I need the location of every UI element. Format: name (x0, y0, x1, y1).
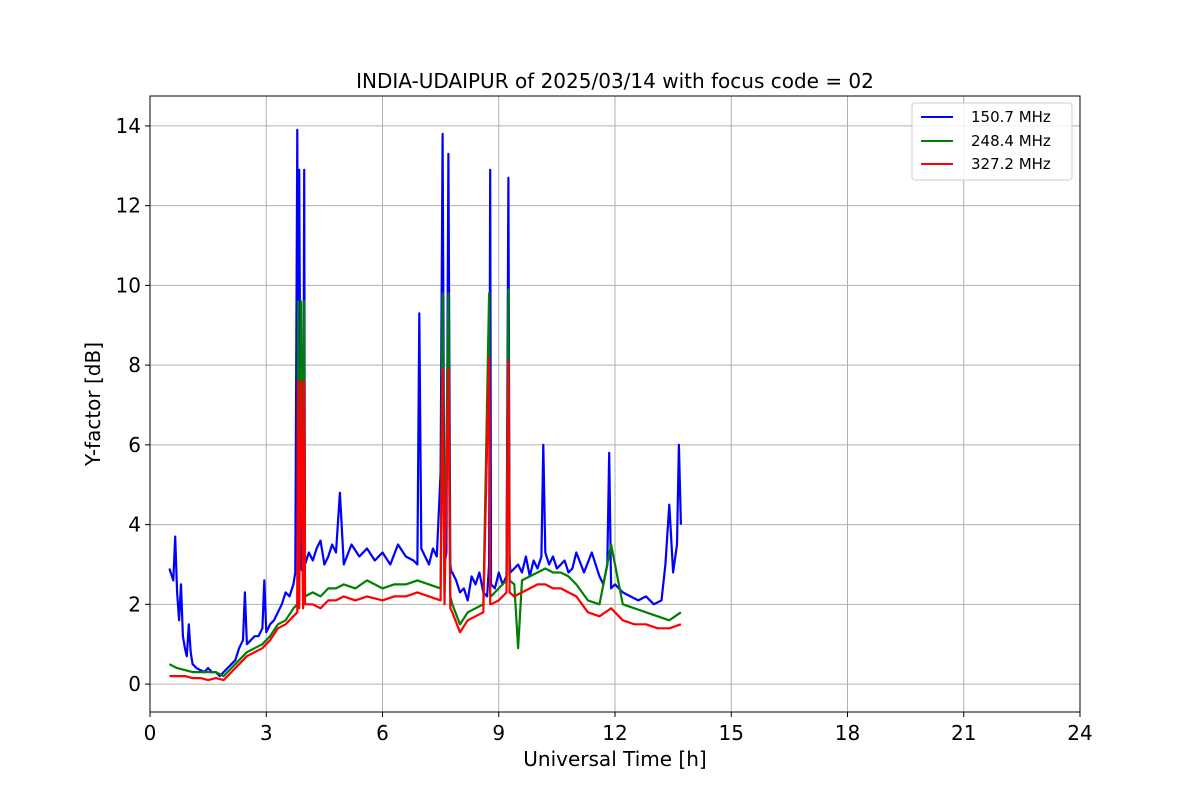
legend-label-150-7: 150.7 MHz (971, 108, 1051, 126)
y-tick-label: 12 (116, 194, 141, 218)
y-tick-label: 14 (116, 114, 141, 138)
legend-box (911, 102, 1073, 181)
legend-label-327-2: 327.2 MHz (971, 155, 1051, 173)
series-line-248-4-mhz (168, 288, 682, 678)
x-tick-label: 12 (602, 721, 627, 745)
x-tick-label: 24 (1067, 721, 1092, 745)
x-tick-label: 15 (719, 721, 744, 745)
x-axis-label: Universal Time [h] (523, 747, 706, 771)
x-tick-label: 6 (376, 721, 389, 745)
y-tick-label: 6 (128, 433, 141, 457)
legend: 150.7 MHz 248.4 MHz 327.2 MHz (911, 102, 1073, 181)
y-tick-label: 4 (128, 513, 141, 537)
y-axis-label: Y-factor [dB] (81, 342, 105, 467)
x-tick-label: 3 (260, 721, 273, 745)
x-tick-label: 21 (951, 721, 976, 745)
y-tick-label: 10 (116, 273, 141, 297)
y-tick-label: 2 (128, 592, 141, 616)
series-layer (168, 128, 682, 682)
y-tick-label: 0 (128, 672, 141, 696)
legend-label-248-4: 248.4 MHz (971, 132, 1051, 150)
series-line-327-2-mhz (169, 356, 682, 682)
series-line-150-7-mhz (168, 128, 682, 678)
chart-title: INDIA-UDAIPUR of 2025/03/14 with focus c… (356, 69, 874, 93)
y-tick-label: 8 (128, 353, 141, 377)
x-tick-label: 0 (144, 721, 157, 745)
x-tick-label: 9 (492, 721, 505, 745)
x-tick-label: 18 (835, 721, 860, 745)
